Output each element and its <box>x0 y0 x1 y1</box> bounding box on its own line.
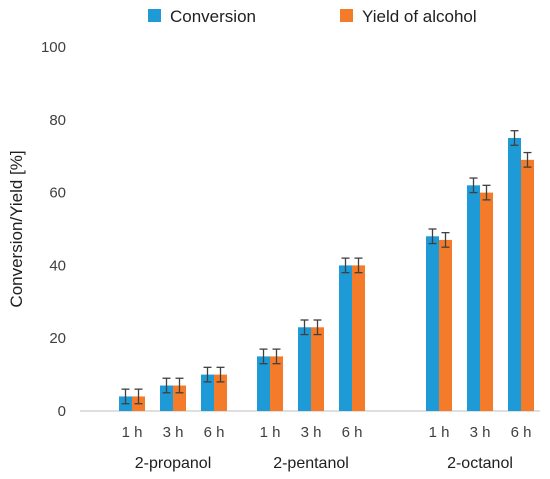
x-tick-label: 3 h <box>301 424 322 441</box>
bar <box>214 374 227 411</box>
bar <box>426 236 439 411</box>
error-bar <box>216 366 225 383</box>
bar <box>439 239 452 411</box>
legend-swatch <box>340 9 353 22</box>
bars <box>119 138 534 411</box>
error-bar <box>259 348 268 365</box>
error-bar <box>469 177 478 194</box>
bar <box>508 138 521 411</box>
group-label: 2-pentanol <box>273 455 349 472</box>
bar <box>339 265 352 411</box>
y-tick-label: 20 <box>49 330 66 347</box>
x-tick-label: 1 h <box>429 424 450 441</box>
error-bar <box>203 366 212 383</box>
bar <box>352 265 365 411</box>
x-tick-label: 1 h <box>260 424 281 441</box>
x-tick-label: 3 h <box>163 424 184 441</box>
bar <box>173 385 186 411</box>
y-tick-label: 60 <box>49 185 66 202</box>
legend-label: Yield of alcohol <box>362 7 477 26</box>
error-bar <box>313 319 322 336</box>
bar <box>298 327 311 411</box>
error-bar <box>300 319 309 336</box>
error-bar <box>175 377 184 394</box>
error-bar <box>354 257 363 274</box>
bar <box>160 385 173 411</box>
y-axis-title: Conversion/Yield [%] <box>7 150 26 307</box>
legend: Conversion Yield of alcohol <box>148 7 477 26</box>
x-axis-labels: 1 h 3 h 6 h 2-propanol 1 h 3 h 6 h 2-pentanol 1 … <box>122 424 532 472</box>
y-axis-ticks: 0 20 40 60 80 100 <box>41 39 66 420</box>
group-label: 2-propanol <box>135 455 212 472</box>
error-bar <box>428 228 437 245</box>
error-bar <box>341 257 350 274</box>
y-tick-label: 80 <box>49 112 66 129</box>
bar <box>257 356 270 411</box>
x-tick-label: 3 h <box>470 424 491 441</box>
x-tick-label: 6 h <box>342 424 363 441</box>
error-bar <box>134 388 143 405</box>
error-bar <box>121 388 130 405</box>
x-tick-label: 6 h <box>511 424 532 441</box>
error-bar <box>162 377 171 394</box>
x-tick-label: 1 h <box>122 424 143 441</box>
y-tick-label: 40 <box>49 257 66 274</box>
error-bar <box>523 151 532 168</box>
bar <box>467 185 480 411</box>
bar <box>311 327 324 411</box>
bar <box>270 356 283 411</box>
error-bars <box>121 130 532 405</box>
bar <box>480 192 493 411</box>
error-bar <box>482 184 491 201</box>
x-tick-label: 6 h <box>204 424 225 441</box>
error-bar <box>441 231 450 248</box>
group-label: 2-octanol <box>447 455 513 472</box>
bar <box>201 374 214 411</box>
legend-swatch <box>148 9 161 22</box>
legend-label: Conversion <box>170 7 256 26</box>
y-tick-label: 0 <box>58 403 66 420</box>
bar <box>521 159 534 411</box>
y-tick-label: 100 <box>41 39 66 56</box>
error-bar <box>510 130 519 146</box>
error-bar <box>272 348 281 365</box>
